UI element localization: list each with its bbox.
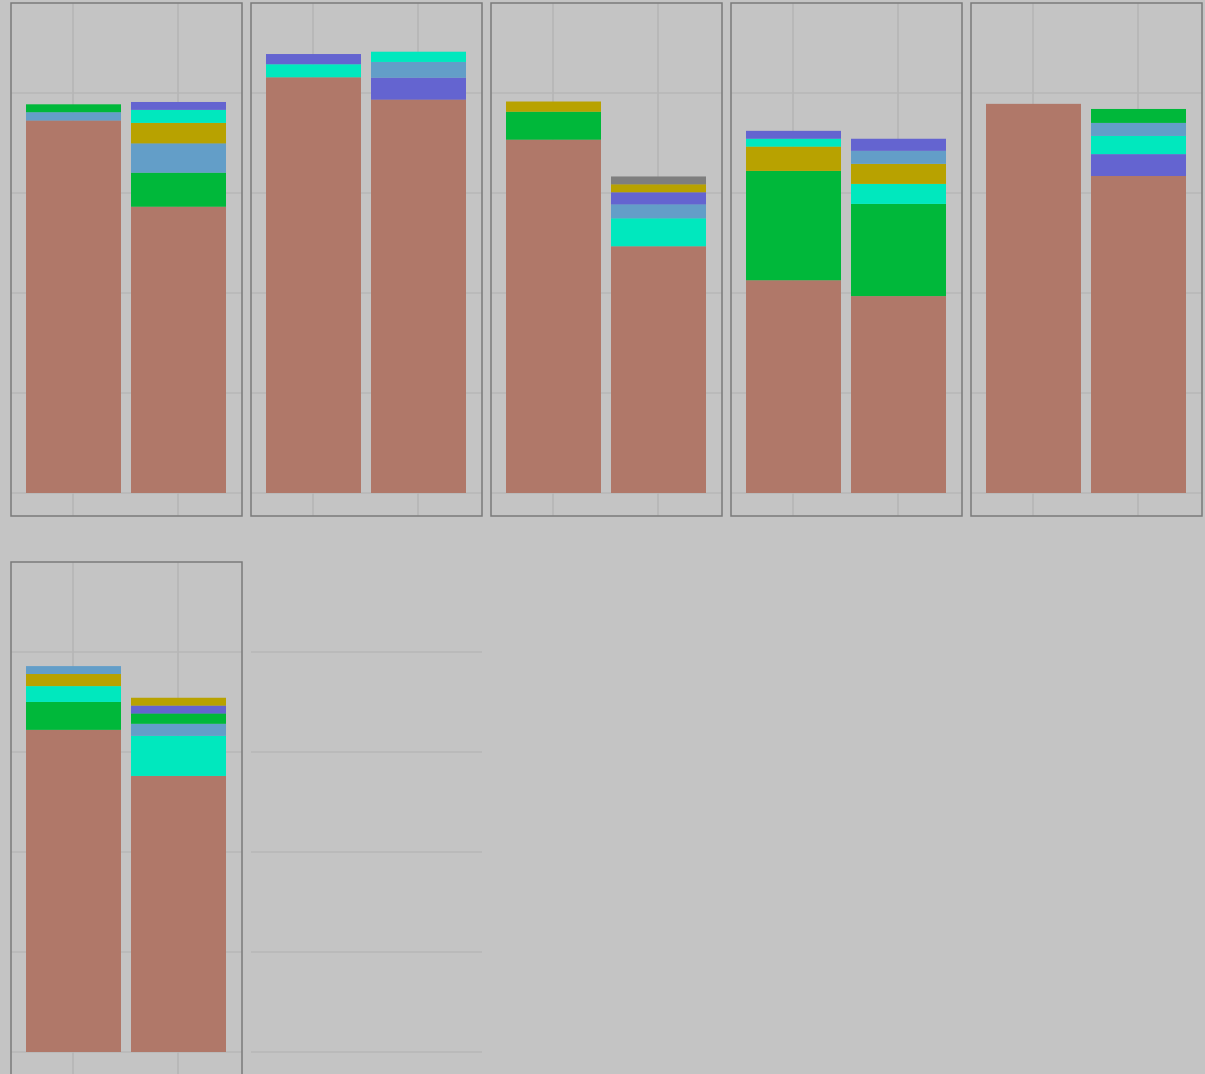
panel-1 xyxy=(10,2,243,517)
bar-2-segment-3 xyxy=(131,723,226,736)
bar-2-segment-2 xyxy=(131,172,226,207)
bar-2-segment-5 xyxy=(131,705,226,714)
bar-2-segment-2 xyxy=(131,735,226,776)
bar-2-segment-4 xyxy=(131,713,226,724)
bar-2-segment-3 xyxy=(1091,135,1186,155)
bar-2-segment-2 xyxy=(1091,154,1186,176)
bar-1-segment-5 xyxy=(746,130,841,139)
bar-2-segment-3 xyxy=(611,204,706,219)
bar-1-segment-3 xyxy=(26,686,121,702)
bar-1-segment-2 xyxy=(266,64,361,78)
panel-border xyxy=(490,2,723,517)
bar-2-segment-4 xyxy=(611,192,706,205)
bar-1-segment-1 xyxy=(506,139,601,493)
bar-1-segment-3 xyxy=(506,101,601,112)
bar-1-segment-3 xyxy=(746,146,841,171)
bar-2-segment-3 xyxy=(851,183,946,204)
bar-1-segment-2 xyxy=(26,112,121,121)
bar-2-segment-6 xyxy=(131,697,226,706)
panel-2 xyxy=(250,2,483,517)
bar-2-segment-5 xyxy=(131,109,226,123)
bar-1-segment-1 xyxy=(986,103,1081,493)
bar-2-segment-2 xyxy=(371,77,466,100)
panel-border xyxy=(730,2,963,517)
bar-1-segment-3 xyxy=(266,54,361,65)
bar-2-segment-5 xyxy=(851,150,946,164)
bar-2-segment-5 xyxy=(1091,108,1186,123)
bar-2-segment-6 xyxy=(131,101,226,110)
bar-2-segment-1 xyxy=(131,206,226,493)
bar-1-segment-4 xyxy=(746,138,841,147)
bar-2-segment-6 xyxy=(611,176,706,185)
bar-1-segment-2 xyxy=(506,111,601,140)
panel-border xyxy=(250,2,483,517)
panel-5 xyxy=(970,2,1203,517)
panel-border xyxy=(10,2,243,517)
bar-2-segment-3 xyxy=(371,61,466,78)
bar-1-segment-1 xyxy=(26,729,121,1052)
bar-1-segment-3 xyxy=(26,104,121,113)
bar-1-segment-1 xyxy=(746,280,841,493)
panel-border xyxy=(970,2,1203,517)
bar-2-segment-4 xyxy=(371,51,466,62)
bar-2-segment-1 xyxy=(611,246,706,493)
bar-1-segment-5 xyxy=(26,666,121,675)
bar-1-segment-2 xyxy=(746,170,841,281)
panel-border xyxy=(10,561,243,1074)
bar-1-segment-2 xyxy=(26,701,121,730)
panel-4 xyxy=(730,2,963,517)
bar-1-segment-1 xyxy=(266,77,361,493)
panel-6 xyxy=(10,561,243,1074)
bar-2-segment-4 xyxy=(131,122,226,144)
bar-2-segment-1 xyxy=(371,99,466,494)
bar-2-segment-4 xyxy=(851,163,946,184)
bar-1-segment-4 xyxy=(26,674,121,687)
bar-2-segment-5 xyxy=(611,184,706,193)
bar-2-segment-2 xyxy=(851,203,946,297)
bar-2-segment-1 xyxy=(131,775,226,1052)
panel-3 xyxy=(490,2,723,517)
empty-panel-area xyxy=(251,651,482,1053)
bar-2-segment-4 xyxy=(1091,122,1186,136)
bar-2-segment-3 xyxy=(131,143,226,173)
bar-2-segment-1 xyxy=(851,296,946,493)
bar-2-segment-1 xyxy=(1091,175,1186,494)
bar-1-segment-1 xyxy=(26,120,121,493)
bar-2-segment-2 xyxy=(611,218,706,247)
bar-2-segment-6 xyxy=(851,138,946,151)
